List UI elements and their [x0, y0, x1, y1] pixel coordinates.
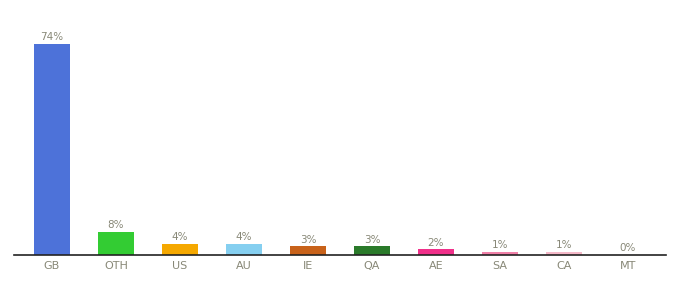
Text: 4%: 4%: [236, 232, 252, 242]
Bar: [163, 244, 198, 255]
Text: 0%: 0%: [619, 243, 636, 253]
Text: 1%: 1%: [492, 240, 508, 250]
Bar: [482, 252, 517, 255]
Text: 3%: 3%: [300, 235, 316, 245]
Text: 4%: 4%: [172, 232, 188, 242]
Bar: [547, 252, 581, 255]
Bar: [226, 244, 262, 255]
Bar: [35, 44, 69, 255]
Text: 2%: 2%: [428, 238, 444, 248]
Text: 3%: 3%: [364, 235, 380, 245]
Text: 1%: 1%: [556, 240, 573, 250]
Bar: [354, 246, 390, 255]
Bar: [99, 232, 133, 255]
Text: 74%: 74%: [40, 32, 63, 42]
Bar: [290, 246, 326, 255]
Text: 8%: 8%: [107, 220, 124, 230]
Bar: [418, 249, 454, 255]
